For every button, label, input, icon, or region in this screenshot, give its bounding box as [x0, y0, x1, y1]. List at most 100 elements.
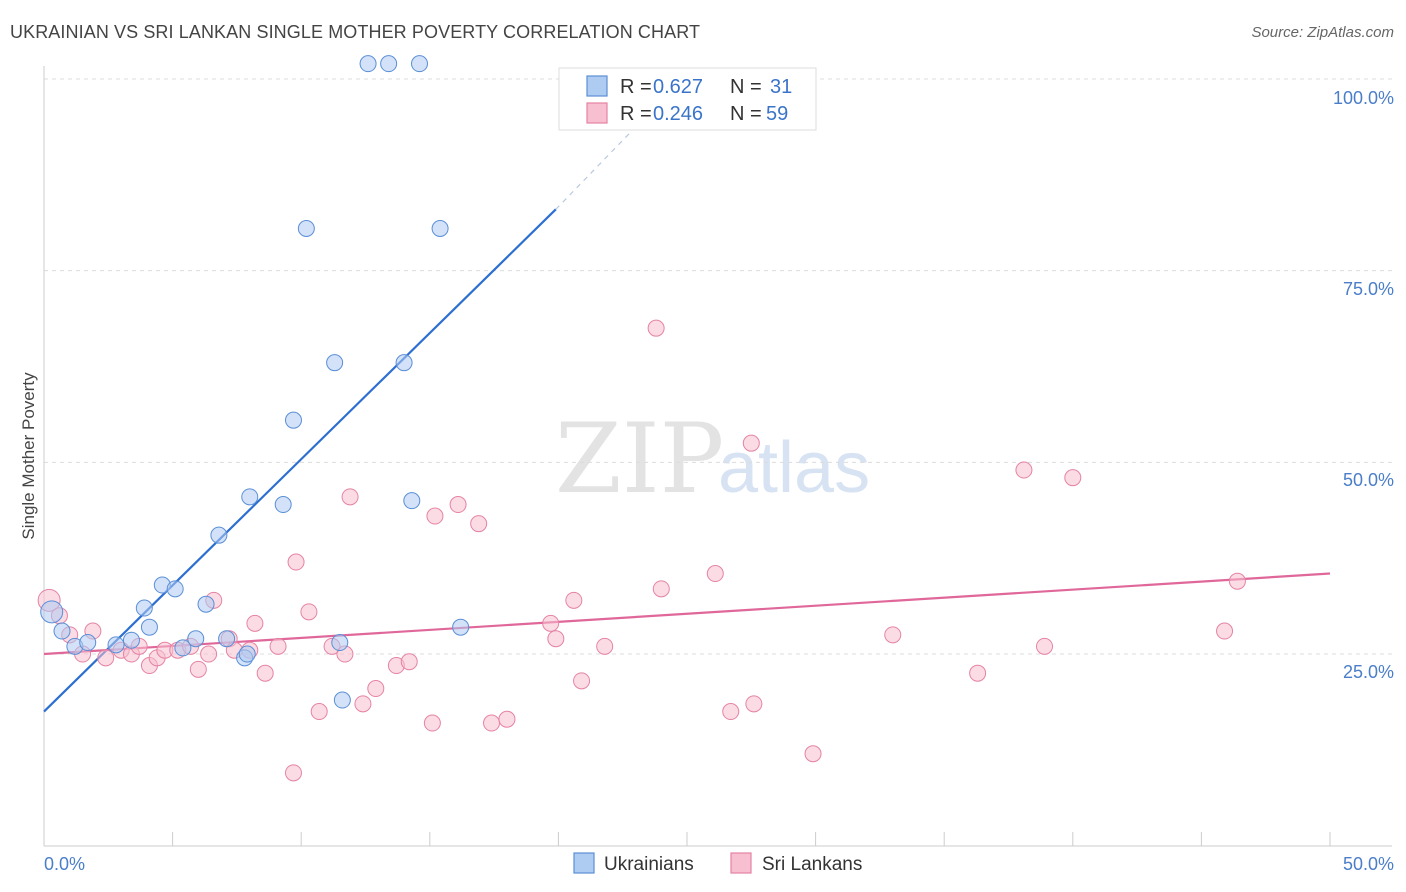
point-sri-lankans — [354, 695, 372, 713]
point-ukrainians — [395, 354, 413, 372]
point-sri-lankans — [1216, 622, 1234, 640]
point-sri-lankans — [542, 614, 560, 632]
point-sri-lankans — [423, 714, 441, 732]
point-ukrainians — [241, 488, 259, 506]
point-sri-lankans — [547, 630, 565, 648]
point-sri-lankans — [400, 653, 418, 671]
legend-swatch-sri-lankans — [586, 102, 608, 124]
point-ukrainians — [135, 599, 153, 617]
point-ukrainians — [403, 492, 421, 510]
point-ukrainians — [380, 55, 398, 73]
point-sri-lankans — [284, 764, 302, 782]
trend-line-sri-lankans — [43, 572, 1331, 656]
gridlines — [44, 78, 1392, 655]
point-sri-lankans — [884, 626, 902, 644]
point-ukrainians — [122, 631, 140, 649]
legend-swatch-ukrainians — [586, 75, 608, 97]
point-sri-lankans — [1228, 572, 1246, 590]
legend-r-label: R = — [620, 76, 652, 98]
point-ukrainians — [452, 618, 470, 636]
point-sri-lankans — [647, 319, 665, 337]
point-ukrainians — [431, 220, 449, 238]
legend-swatch-ukrainians — [573, 852, 595, 874]
point-ukrainians — [274, 496, 292, 514]
point-ukrainians — [140, 618, 158, 636]
point-ukrainians — [210, 526, 228, 544]
point-ukrainians — [331, 634, 349, 652]
point-sri-lankans — [269, 637, 287, 655]
point-sri-lankans — [1036, 637, 1054, 655]
point-sri-lankans — [722, 703, 740, 721]
point-sri-lankans — [287, 553, 305, 571]
point-sri-lankans — [565, 591, 583, 609]
point-sri-lankans — [449, 496, 467, 514]
point-sri-lankans — [483, 714, 501, 732]
point-ukrainians — [40, 600, 64, 624]
y-tick-label: 50.0% — [1343, 470, 1394, 490]
point-sri-lankans — [742, 434, 760, 452]
stats-legend: R = 0.627 N = 31 R = 0.246 N = 59 — [558, 67, 817, 131]
point-sri-lankans — [246, 614, 264, 632]
point-sri-lankans — [573, 672, 591, 690]
legend-swatch-sri-lankans — [730, 852, 752, 874]
legend-label-sri-lankans: Sri Lankans — [762, 854, 862, 875]
legend-n-label: N = — [730, 103, 762, 125]
point-sri-lankans — [498, 710, 516, 728]
point-ukrainians — [53, 622, 71, 640]
point-ukrainians — [166, 580, 184, 598]
point-ukrainians — [411, 55, 429, 73]
legend-n-value: 31 — [770, 76, 792, 98]
y-axis-label: Single Mother Poverty — [19, 372, 38, 540]
point-sri-lankans — [189, 660, 207, 678]
source-label: Source: ZipAtlas.com — [1251, 24, 1394, 41]
legend-r-value: 0.627 — [653, 76, 703, 98]
data-points — [37, 55, 1246, 782]
point-ukrainians — [174, 639, 192, 657]
point-sri-lankans — [341, 488, 359, 506]
x-tick-label: 0.0% — [44, 854, 85, 874]
point-sri-lankans — [97, 649, 115, 667]
point-sri-lankans — [652, 580, 670, 598]
point-ukrainians — [197, 595, 215, 613]
legend-n-value: 59 — [766, 103, 788, 125]
point-sri-lankans — [470, 515, 488, 533]
x-tick-label: 50.0% — [1343, 854, 1394, 874]
point-sri-lankans — [300, 603, 318, 621]
y-tick-label: 100.0% — [1333, 88, 1394, 108]
point-ukrainians — [326, 354, 344, 372]
point-ukrainians — [238, 645, 256, 663]
point-ukrainians — [79, 634, 97, 652]
point-sri-lankans — [1064, 469, 1082, 487]
legend-r-label: R = — [620, 103, 652, 125]
point-ukrainians — [187, 630, 205, 648]
point-sri-lankans — [426, 507, 444, 525]
y-tick-label: 25.0% — [1343, 662, 1394, 682]
point-ukrainians — [218, 630, 236, 648]
point-sri-lankans — [367, 680, 385, 698]
point-ukrainians — [297, 220, 315, 238]
point-sri-lankans — [706, 565, 724, 583]
legend-label-ukrainians: Ukrainians — [604, 854, 694, 875]
point-sri-lankans — [200, 645, 218, 663]
legend-r-value: 0.246 — [653, 103, 703, 125]
point-sri-lankans — [745, 695, 763, 713]
point-sri-lankans — [804, 745, 822, 763]
point-ukrainians — [284, 411, 302, 429]
y-tick-label: 75.0% — [1343, 279, 1394, 299]
point-ukrainians — [107, 636, 125, 654]
point-ukrainians — [333, 691, 351, 709]
legend-n-label: N = — [730, 76, 762, 98]
point-sri-lankans — [969, 664, 987, 682]
point-sri-lankans — [256, 664, 274, 682]
series-legend: Ukrainians Sri Lankans — [573, 852, 862, 875]
trend-line-ukrainians — [43, 208, 557, 713]
axes — [43, 66, 1392, 847]
point-sri-lankans — [596, 637, 614, 655]
point-sri-lankans — [310, 703, 328, 721]
chart-title: UKRAINIAN VS SRI LANKAN SINGLE MOTHER PO… — [10, 22, 701, 42]
watermark-zip: ZIP — [555, 403, 724, 515]
point-ukrainians — [359, 55, 377, 73]
point-sri-lankans — [1015, 461, 1033, 479]
watermark-atlas: atlas — [718, 428, 870, 508]
